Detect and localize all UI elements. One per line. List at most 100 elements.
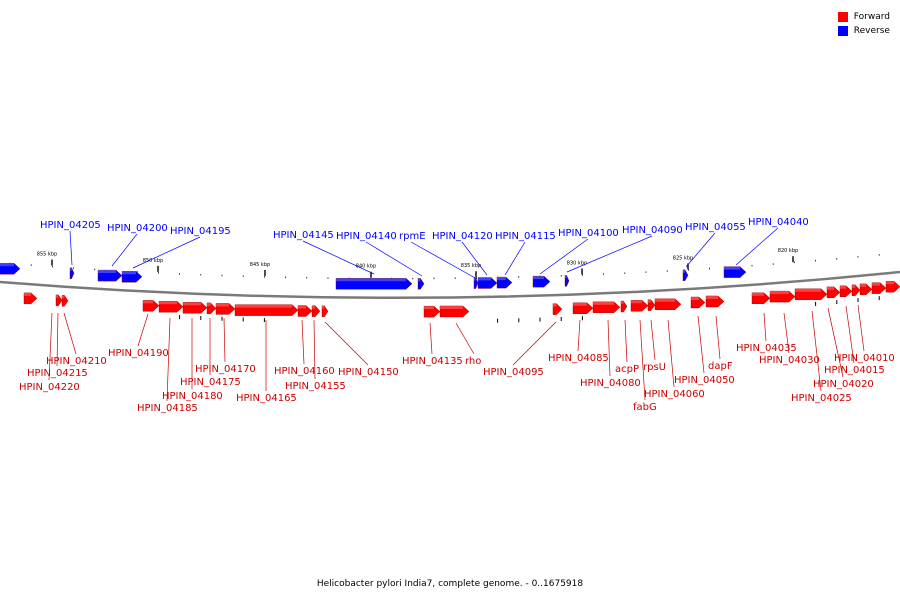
reverse-swatch — [837, 26, 848, 36]
forward-feature — [552, 303, 563, 315]
forward-feature — [215, 303, 236, 315]
forward-gene-label: HPIN_04210 — [46, 356, 107, 367]
forward-feature — [826, 286, 841, 299]
forward-feature-shine — [621, 301, 624, 305]
forward-gene-label: HPIN_04025 — [791, 393, 852, 404]
reverse-feature-shine — [98, 270, 116, 274]
forward-gene-label: HPIN_04150 — [338, 367, 399, 378]
reverse-leader-line — [69, 230, 73, 266]
forward-features — [23, 281, 900, 318]
forward-feature — [206, 302, 217, 315]
forward-feature — [142, 300, 160, 312]
forward-feature — [182, 302, 208, 314]
forward-feature-shine — [770, 291, 789, 295]
forward-leader-line — [607, 319, 611, 377]
reverse-gene-label: HPIN_04120 — [432, 231, 493, 242]
reverse-feature — [532, 275, 551, 288]
reverse-gene-label: HPIN_04145 — [273, 230, 334, 241]
forward-feature-shine — [840, 285, 846, 289]
forward-gene-label: rho — [465, 356, 481, 367]
forward-feature — [592, 301, 621, 313]
forward-feature — [321, 305, 329, 318]
legend-reverse: Reverse — [837, 24, 890, 38]
forward-feature-shine — [298, 305, 306, 309]
forward-feature — [851, 284, 861, 297]
reverse-feature — [121, 271, 143, 283]
reverse-feature-shine — [533, 276, 544, 280]
scale-ticks: 855 kbp 850 kbp 845 kbp 840 kbp 835 kbp 830 k… — [9, 248, 880, 323]
forward-feature — [158, 301, 184, 313]
forward-gene-label: HPIN_04190 — [108, 348, 169, 359]
forward-gene-label: HPIN_04170 — [195, 364, 256, 375]
forward-feature-shine — [312, 305, 316, 309]
forward-gene-label: HPIN_04135 — [402, 356, 463, 367]
forward-gene-label: HPIN_04215 — [27, 368, 88, 379]
forward-leader-line — [48, 312, 53, 381]
reverse-feature — [477, 277, 498, 289]
reverse-feature — [0, 263, 21, 275]
forward-leader-line — [667, 319, 675, 388]
forward-leader-line — [324, 321, 369, 366]
reverse-leader-line — [132, 236, 201, 269]
forward-leader-line — [857, 304, 865, 352]
reverse-feature-shine — [478, 277, 491, 281]
scale-label: 855 kbp — [37, 252, 57, 258]
forward-feature — [439, 305, 470, 318]
reverse-feature-shine — [336, 278, 406, 282]
forward-feature — [751, 292, 771, 304]
forward-feature-shine — [322, 305, 325, 309]
forward-gene-label: HPIN_04020 — [813, 379, 874, 390]
forward-leader-line — [845, 305, 855, 364]
forward-feature — [234, 304, 299, 316]
forward-feature-shine — [860, 283, 866, 287]
reverse-leader-line — [410, 241, 478, 280]
forward-feature — [620, 300, 628, 313]
reverse-feature-shine — [474, 277, 476, 281]
reverse-leader-line — [735, 227, 779, 266]
forward-swatch — [837, 12, 848, 22]
forward-feature — [794, 288, 828, 300]
forward-feature-shine — [827, 286, 834, 290]
forward-leader-line — [783, 312, 790, 354]
forward-feature — [61, 295, 69, 307]
forward-feature — [705, 295, 725, 308]
reverse-feature — [69, 267, 75, 279]
forward-feature-shine — [143, 300, 153, 304]
forward-feature — [423, 305, 441, 318]
legend-forward: Forward — [837, 10, 890, 24]
forward-feature-shine — [440, 305, 463, 309]
reverse-feature — [335, 278, 413, 290]
reverse-feature — [97, 269, 123, 282]
reverse-gene-labels: HPIN_04205 HPIN_04200 HPIN_04195 HPIN_04145… — [40, 217, 809, 280]
scale-label: 840 kbp — [356, 264, 376, 270]
reverse-gene-label: rpmE — [399, 231, 426, 242]
forward-feature-shine — [159, 301, 177, 305]
forward-feature — [55, 294, 63, 307]
forward-gene-label: rpsU — [643, 362, 666, 373]
reverse-gene-label: HPIN_04055 — [685, 222, 746, 233]
reverse-gene-label: HPIN_04195 — [170, 226, 231, 237]
forward-feature — [297, 305, 313, 317]
reverse-feature — [417, 278, 425, 290]
reverse-feature-shine — [418, 278, 421, 282]
forward-gene-label: HPIN_04155 — [285, 381, 346, 392]
genome-backbone — [0, 270, 900, 300]
genome-caption: Helicobacter pylori India7, complete gen… — [316, 579, 584, 589]
reverse-feature-shine — [565, 275, 567, 279]
forward-leader-line — [63, 312, 77, 355]
reverse-gene-label: HPIN_04100 — [558, 228, 619, 239]
reverse-features — [0, 263, 747, 290]
forward-feature-shine — [593, 301, 614, 305]
reverse-gene-label: HPIN_04200 — [107, 223, 168, 234]
forward-gene-label: fabG — [633, 402, 657, 413]
forward-feature-shine — [553, 303, 557, 307]
forward-feature — [885, 281, 900, 293]
forward-feature-shine — [872, 282, 880, 286]
forward-feature-shine — [235, 304, 292, 308]
forward-feature — [23, 292, 38, 305]
forward-leader-line — [624, 319, 628, 363]
reverse-gene-label: HPIN_04040 — [748, 217, 809, 228]
forward-leader-line — [313, 319, 316, 380]
forward-gene-label: HPIN_04095 — [483, 367, 544, 378]
